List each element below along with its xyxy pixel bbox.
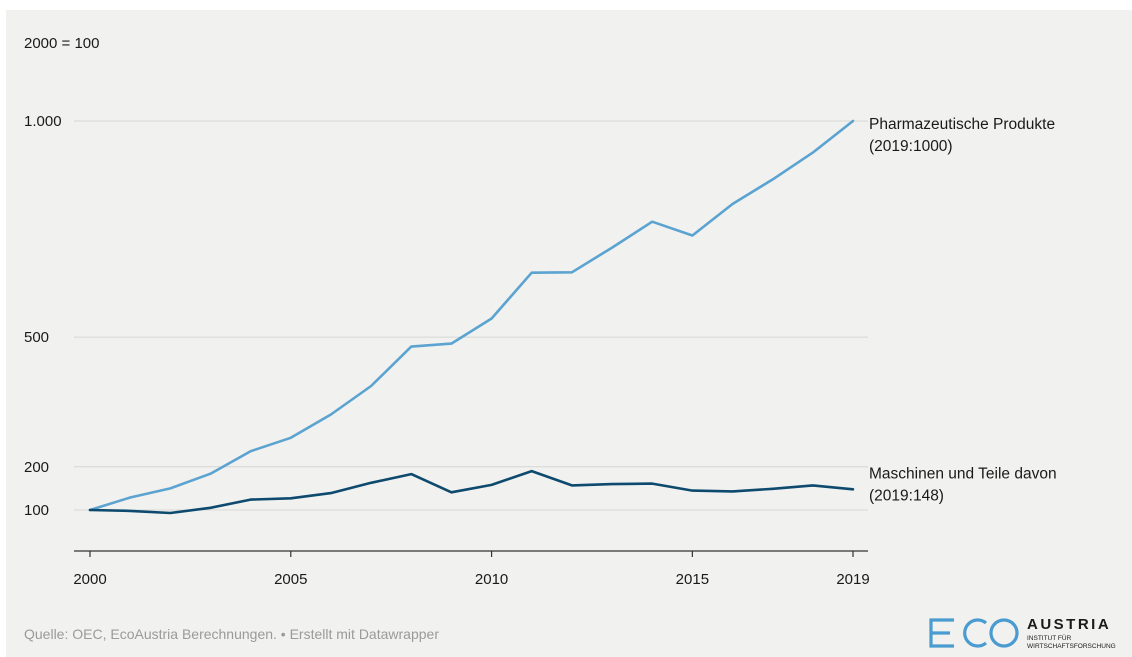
series-line [88,119,855,512]
x-tick-label: 2019 [836,571,869,588]
series-lines [88,119,855,515]
eco-logo-mark [929,618,1019,648]
source-note: Quelle: OEC, EcoAustria Berechnungen. • … [24,626,439,642]
y-tick-label: 1.000 [24,113,62,130]
x-tick-label: 2005 [274,571,307,588]
logo-subtitle: INSTITUT FÜR WIRTSCHAFTSFORSCHUNG [1027,635,1116,650]
y-tick-label: 100 [24,502,49,519]
y-tick-label: 200 [24,459,49,476]
chart-panel [6,10,1132,657]
x-axis: 2000 2005 2010 2015 2019 [73,550,870,588]
logo-name: AUSTRIA [1027,616,1112,633]
x-tick-label: 2015 [676,571,709,588]
series-end-value-label: (2019:148) [869,487,944,504]
y-tick-label: 500 [24,329,49,346]
logo-letter-o [989,618,1019,648]
logo-letter-e [929,618,954,648]
series-labels: Pharmazeutische Produkte (2019:1000) Masch… [869,116,1057,504]
x-tick-label: 2000 [73,571,106,588]
x-tick-label: 2010 [475,571,508,588]
ecoaustria-logo: AUSTRIA INSTITUT FÜR WIRTSCHAFTSFORSCHUN… [928,616,1124,652]
gridlines: 100 200 500 1.000 [24,113,868,519]
series-line [88,469,855,515]
series-name-label: Maschinen und Teile davon [869,465,1057,482]
series-name-label: Pharmazeutische Produkte [869,116,1055,133]
series-end-value-label: (2019:1000) [869,138,953,155]
logo-letter-c [963,618,988,648]
unit-label: 2000 = 100 [24,35,100,52]
